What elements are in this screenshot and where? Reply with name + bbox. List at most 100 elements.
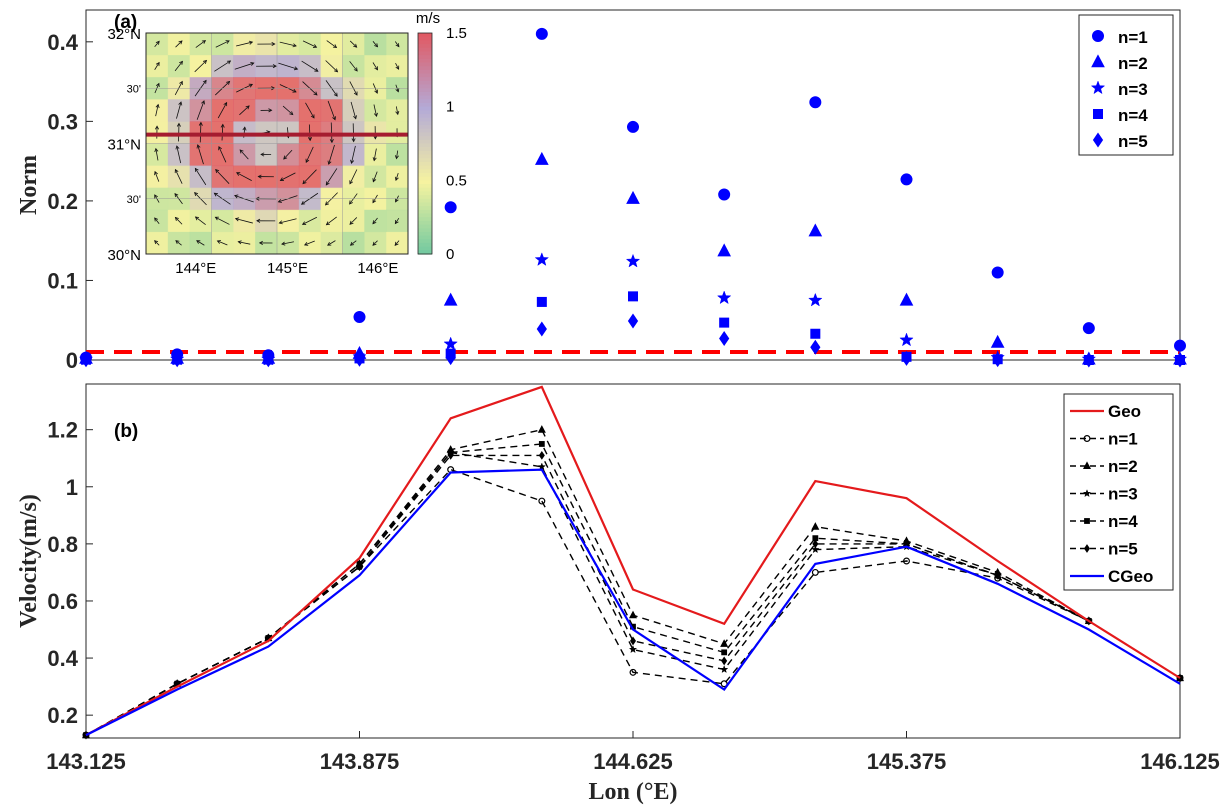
x-tick-label: 144.625 [593,749,673,774]
legend-marker-n1 [1091,30,1104,43]
inset-arrow [308,124,311,141]
inset-arrow-head [215,169,220,174]
inset-arrow-head [300,200,306,205]
marker-n3 [443,336,458,351]
point-n5 [721,656,728,666]
inset-arrow-head [303,241,309,246]
inset-arrow-head [302,180,307,185]
point-n5 [994,570,1001,580]
inset-arrow-head [237,240,242,245]
inset-arrow [281,241,295,245]
inset-arrow [325,60,338,73]
colorbar-segment [418,242,432,248]
marker-n4 [628,291,638,302]
inset-arrow [372,217,378,224]
inset-arrow-head [236,172,241,176]
inset-arrow-head [216,240,221,244]
marker-n1 [991,266,1004,279]
colorbar-segment [418,206,432,211]
inset-arrow-head [327,242,332,246]
marker-n5 [992,352,1003,368]
inset-arrow-head [175,145,180,150]
inset-arrow-head [281,241,286,246]
panel-b-y-ticks: 0.2 0.4 0.6 0.8 1 1.2 [47,418,93,728]
inset-arrow-head [394,176,399,182]
marker-n2 [443,292,458,306]
inset-arrow-head [289,111,294,116]
colorbar-segment [418,143,432,148]
colorbar-segment [418,102,432,108]
inset-arrow-head [324,201,330,206]
colorbar-segment [418,36,432,41]
inset-arrow-head [179,80,183,86]
inset-arrow [302,169,317,184]
inset-arrow-head [213,192,218,197]
inset-arrow-head [307,137,313,142]
point-n3 [811,545,820,554]
inset-arrow-head [395,198,399,203]
inset-arrow [154,41,160,48]
marker-n1 [1082,322,1095,335]
y-tick-label: 0.4 [47,646,78,671]
inset-arrow-head [271,41,276,47]
y-tick-label: 0.3 [47,109,78,134]
colorbar-segment [418,58,432,64]
inset-arrow-head [258,240,263,245]
legend-marker-n2 [1082,461,1092,470]
point-n1 [811,568,819,576]
inset-arrow-head [155,103,160,109]
colorbar-segment [418,117,432,122]
legend-label: CGeo [1108,567,1153,586]
inset-arrow-head [310,114,315,119]
colorbar-segment [418,198,432,204]
marker-n1 [353,311,366,324]
inset-arrow-head [174,192,179,198]
inset-arrow [372,62,378,70]
point-n2 [537,425,546,433]
inset-arrow-head [373,135,378,140]
inset-arrow-head [218,145,222,151]
colorbar-tick-label: 0 [446,246,454,263]
marker-n2 [717,243,731,257]
inset-arrow [154,240,160,246]
colorbar-segment [418,91,432,97]
inset-arrow [215,216,230,225]
colorbar-segment [418,195,432,200]
legend-marker-n4 [1084,518,1090,524]
marker-n3 [808,292,823,307]
inset-arrow [236,172,252,181]
colorbar-unit: m/s [416,10,440,27]
marker-n1 [718,188,731,201]
colorbar-segment [418,69,432,75]
inset-arrow [350,240,357,246]
marker-n2 [535,151,549,165]
inset-arrow [154,62,160,70]
point-n1 [903,557,910,565]
marker-n5 [536,321,547,337]
inset-arrow-head [174,168,179,174]
inset-arrow-head [278,220,283,225]
inset-arrow-head [248,40,254,45]
inset-arrow-head [353,115,357,120]
inset-arrow-head [248,83,254,88]
inset-frame [145,32,409,255]
inset-arrow [194,168,207,186]
panel-a: 0 0.1 0.2 0.3 0.4 (a) Norm n=1 n=2 n=3 n=4 n=5 3… [16,9,1188,373]
inset-arrow-head [234,217,240,222]
inset-arrow-head [394,155,399,160]
inset-arrow-head [277,199,282,203]
legend-marker-n2 [1091,54,1105,68]
inset-arrow-head [176,122,181,127]
inset-arrow [351,145,356,164]
inset-arrow-head [313,91,318,96]
inset-arrow [349,61,358,72]
inset-lat-label: 30' [127,194,141,206]
y-tick-label: 0.6 [47,589,78,614]
inset-arrow [394,41,400,47]
inset-arrow-head [372,220,377,225]
inset-arrow-head [154,170,158,176]
inset-arrow-head [372,199,377,204]
colorbar-segment [418,235,432,240]
colorbar-segment [418,187,432,192]
